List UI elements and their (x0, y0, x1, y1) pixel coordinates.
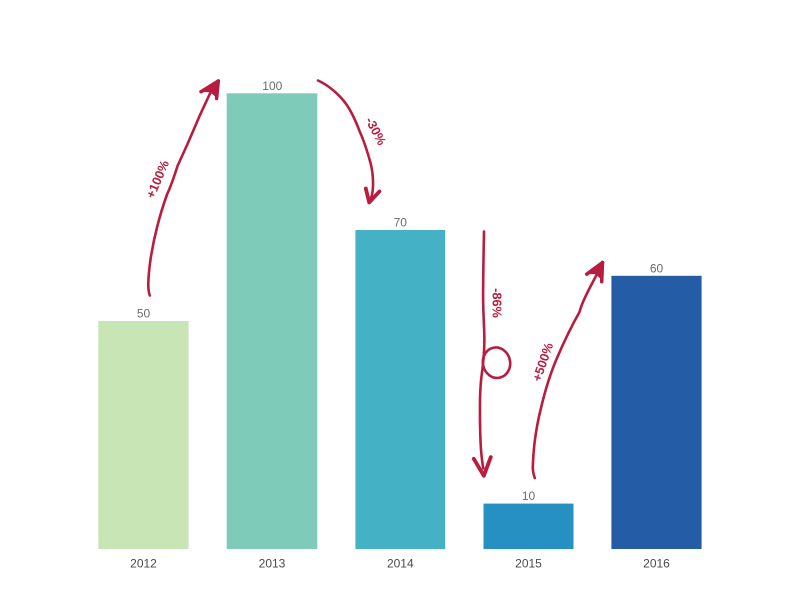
svg-text:10: 10 (522, 489, 536, 503)
svg-text:50: 50 (137, 307, 151, 321)
svg-text:60: 60 (650, 261, 664, 275)
svg-text:2012: 2012 (130, 557, 157, 571)
svg-text:2013: 2013 (259, 557, 286, 571)
svg-text:-86%: -86% (490, 288, 504, 318)
svg-text:2014: 2014 (387, 557, 414, 571)
svg-text:70: 70 (394, 216, 408, 230)
svg-text:100: 100 (262, 79, 282, 93)
svg-text:2015: 2015 (515, 557, 542, 571)
svg-text:2016: 2016 (643, 557, 670, 571)
